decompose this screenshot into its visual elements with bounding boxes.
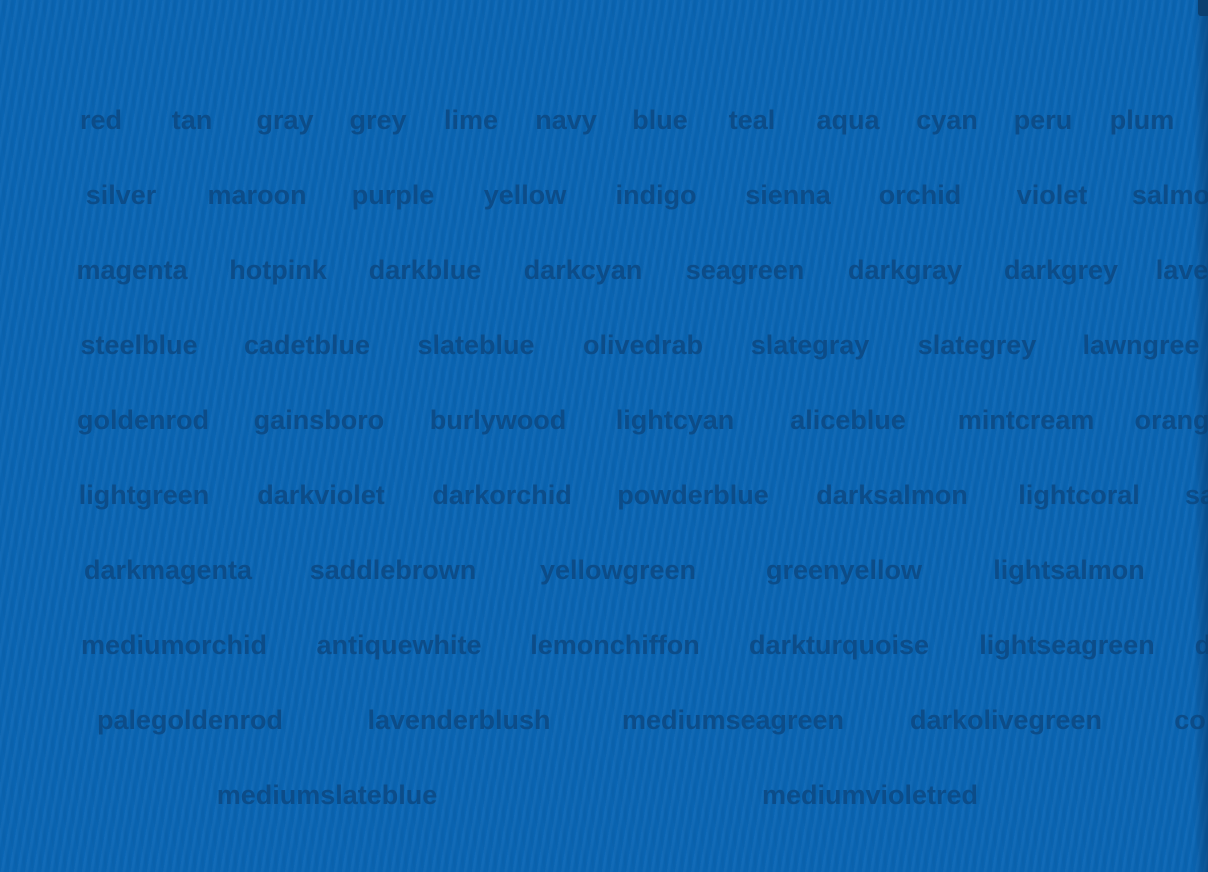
- word-row-3: magenta hotpink darkblue darkcyan seagre…: [0, 250, 1208, 290]
- word-aqua[interactable]: aqua: [816, 105, 880, 135]
- word-partial-d[interactable]: d: [1194, 630, 1208, 660]
- word-violet[interactable]: violet: [1016, 180, 1088, 210]
- word-row-10: mediumslateblue mediumvioletred: [0, 775, 1208, 815]
- word-gray[interactable]: gray: [256, 105, 314, 135]
- word-lawngreen-partial[interactable]: lawngree: [1082, 330, 1200, 360]
- word-lightsalmon[interactable]: lightsalmon: [993, 555, 1145, 585]
- word-goldenrod[interactable]: goldenrod: [77, 405, 209, 435]
- word-magenta[interactable]: magenta: [76, 255, 188, 285]
- word-row-1: red tan gray grey lime navy blue teal aq…: [0, 100, 1208, 140]
- word-slateblue[interactable]: slateblue: [417, 330, 535, 360]
- word-darkorchid[interactable]: darkorchid: [432, 480, 572, 510]
- word-lime[interactable]: lime: [443, 105, 499, 135]
- word-row-7: darkmagenta saddlebrown yellowgreen gree…: [0, 550, 1208, 590]
- word-lightgreen[interactable]: lightgreen: [78, 480, 210, 510]
- word-yellow[interactable]: yellow: [483, 180, 567, 210]
- word-lightcoral[interactable]: lightcoral: [1018, 480, 1140, 510]
- word-row-5: goldenrod gainsboro burlywood lightcyan …: [0, 400, 1208, 440]
- word-seagreen[interactable]: seagreen: [685, 255, 805, 285]
- word-maroon[interactable]: maroon: [207, 180, 307, 210]
- word-darkolivegreen[interactable]: darkolivegreen: [909, 705, 1103, 735]
- word-darkviolet[interactable]: darkviolet: [257, 480, 385, 510]
- word-lavender-partial[interactable]: lave: [1155, 255, 1208, 285]
- word-mediumseagreen[interactable]: mediumseagreen: [621, 705, 845, 735]
- word-yellowgreen[interactable]: yellowgreen: [539, 555, 697, 585]
- word-olivedrab[interactable]: olivedrab: [582, 330, 704, 360]
- word-darkcyan[interactable]: darkcyan: [523, 255, 643, 285]
- word-burlywood[interactable]: burlywood: [429, 405, 567, 435]
- word-darkturquoise[interactable]: darkturquoise: [748, 630, 930, 660]
- word-lavenderblush[interactable]: lavenderblush: [367, 705, 551, 735]
- word-lightseagreen[interactable]: lightseagreen: [979, 630, 1155, 660]
- word-peru[interactable]: peru: [1013, 105, 1073, 135]
- word-darkgrey[interactable]: darkgrey: [1003, 255, 1119, 285]
- word-grey[interactable]: grey: [349, 105, 407, 135]
- word-darkmagenta[interactable]: darkmagenta: [83, 555, 253, 585]
- word-mediumvioletred[interactable]: mediumvioletred: [761, 780, 979, 810]
- word-row-2: silver maroon purple yellow indigo sienn…: [0, 175, 1208, 215]
- word-teal[interactable]: teal: [728, 105, 776, 135]
- word-mediumorchid[interactable]: mediumorchid: [80, 630, 268, 660]
- word-cadetblue[interactable]: cadetblue: [243, 330, 371, 360]
- word-antiquewhite[interactable]: antiquewhite: [316, 630, 482, 660]
- word-partial-sa[interactable]: sa: [1184, 480, 1208, 510]
- word-mintcream[interactable]: mintcream: [957, 405, 1095, 435]
- word-darksalmon[interactable]: darksalmon: [816, 480, 968, 510]
- word-row-4: steelblue cadetblue slateblue olivedrab …: [0, 325, 1208, 365]
- word-row-8: mediumorchid antiquewhite lemonchiffon d…: [0, 625, 1208, 665]
- word-cyan[interactable]: cyan: [916, 105, 978, 135]
- word-indigo[interactable]: indigo: [615, 180, 697, 210]
- word-navy[interactable]: navy: [535, 105, 597, 135]
- word-darkblue[interactable]: darkblue: [368, 255, 482, 285]
- word-row-6: lightgreen darkviolet darkorchid powderb…: [0, 475, 1208, 515]
- word-aliceblue[interactable]: aliceblue: [790, 405, 906, 435]
- word-sienna[interactable]: sienna: [745, 180, 831, 210]
- word-saddlebrown[interactable]: saddlebrown: [309, 555, 477, 585]
- word-lemonchiffon[interactable]: lemonchiffon: [530, 630, 700, 660]
- word-purple[interactable]: purple: [351, 180, 435, 210]
- word-partial-co[interactable]: co: [1174, 705, 1206, 735]
- word-darkgray[interactable]: darkgray: [847, 255, 963, 285]
- word-palegoldenrod[interactable]: palegoldenrod: [96, 705, 284, 735]
- word-silver[interactable]: silver: [85, 180, 157, 210]
- word-powderblue[interactable]: powderblue: [617, 480, 769, 510]
- word-orange-partial[interactable]: orang: [1134, 405, 1208, 435]
- word-row-9: palegoldenrod lavenderblush mediumseagre…: [0, 700, 1208, 740]
- word-gainsboro[interactable]: gainsboro: [253, 405, 385, 435]
- scroll-thumb[interactable]: [1198, 0, 1208, 16]
- word-tan[interactable]: tan: [171, 105, 213, 135]
- word-mediumslateblue[interactable]: mediumslateblue: [216, 780, 438, 810]
- word-salmon-partial[interactable]: salmo: [1131, 180, 1208, 210]
- word-plum[interactable]: plum: [1109, 105, 1175, 135]
- word-slategray[interactable]: slategray: [750, 330, 870, 360]
- word-orchid[interactable]: orchid: [878, 180, 962, 210]
- word-lightcyan[interactable]: lightcyan: [615, 405, 735, 435]
- word-blue[interactable]: blue: [632, 105, 688, 135]
- word-greenyellow[interactable]: greenyellow: [765, 555, 923, 585]
- word-red[interactable]: red: [79, 105, 123, 135]
- word-hotpink[interactable]: hotpink: [229, 255, 327, 285]
- word-slategrey[interactable]: slategrey: [917, 330, 1037, 360]
- word-steelblue[interactable]: steelblue: [80, 330, 198, 360]
